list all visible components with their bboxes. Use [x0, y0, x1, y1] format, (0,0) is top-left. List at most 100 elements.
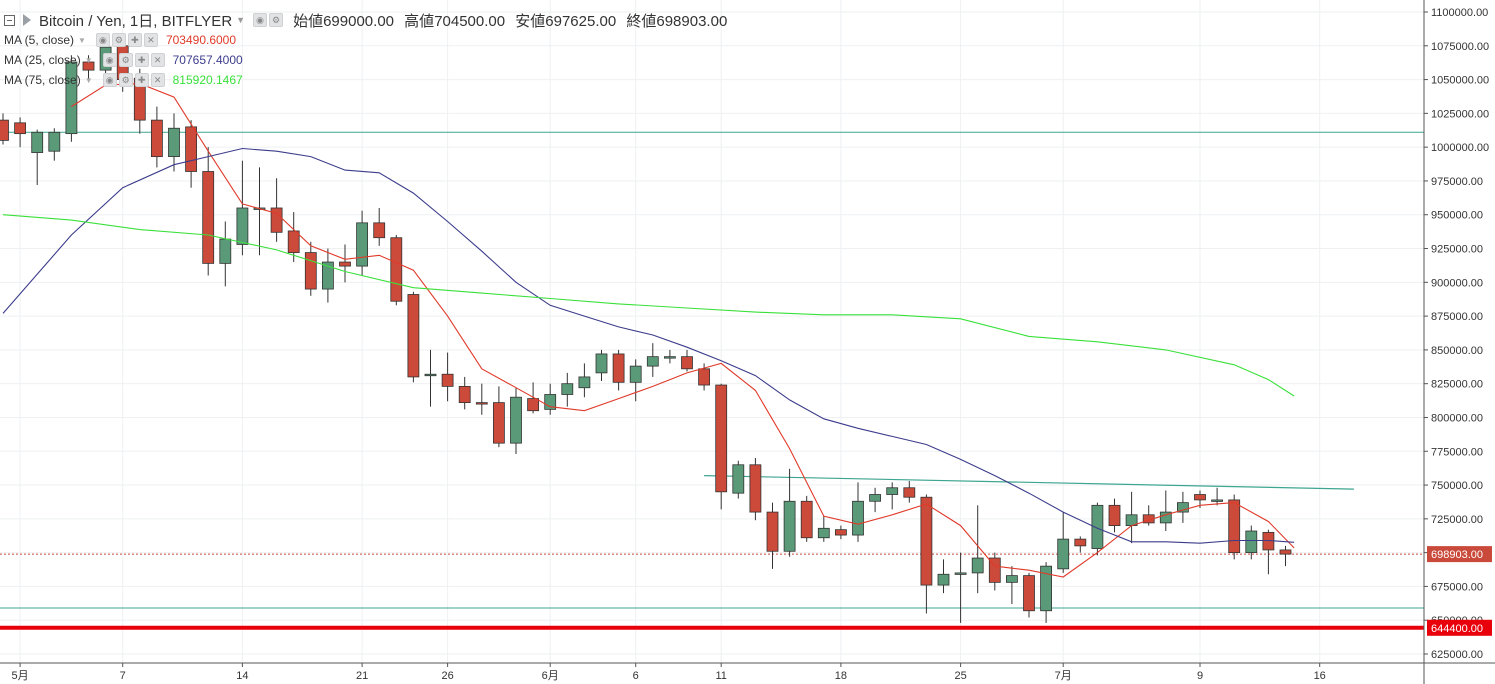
eye-icon[interactable]: ◉: [95, 33, 110, 47]
y-tick-label: 975000.00: [1431, 176, 1483, 188]
candle-body: [510, 396, 522, 444]
close-icon[interactable]: ✕: [143, 33, 158, 47]
candle-body: [219, 238, 232, 264]
collapse-icon[interactable]: [4, 14, 15, 26]
moving-averages: [2, 83, 1295, 578]
chevron-down-icon[interactable]: ▼: [236, 15, 246, 25]
ma-line: [71, 83, 1295, 578]
candle-body: [48, 131, 61, 152]
candle-body: [458, 385, 471, 404]
y-tick-label: 825000.00: [1431, 379, 1483, 391]
candle-body: [492, 402, 505, 444]
candle-body: [424, 373, 437, 377]
candle-body: [1108, 504, 1121, 527]
candle-body: [475, 402, 488, 405]
candle-body: [270, 207, 283, 233]
chevron-down-icon[interactable]: ▼: [78, 35, 86, 45]
ma-line: [2, 147, 1295, 544]
candle-body: [202, 171, 215, 264]
candle-body: [937, 573, 950, 586]
x-tick-label: 26: [441, 670, 453, 682]
y-tick-label: 675000.00: [1431, 581, 1483, 593]
candle-body: [595, 353, 608, 374]
candle-body: [869, 494, 881, 502]
candle-body: [407, 294, 420, 378]
candle-body: [646, 356, 659, 367]
candle-body: [1245, 530, 1258, 554]
gear-icon[interactable]: ⚙: [269, 13, 284, 27]
candle-body: [1279, 549, 1292, 555]
candle-body: [954, 572, 967, 575]
x-tick-label: 11: [715, 670, 726, 682]
y-tick-label: 1000000.00: [1431, 142, 1489, 154]
ma-line: [2, 214, 1295, 397]
last-price-tag: 698903.00: [1431, 549, 1483, 561]
close-icon[interactable]: ✕: [150, 73, 165, 87]
y-tick-label: 1075000.00: [1431, 41, 1489, 53]
candle-body: [373, 222, 386, 239]
y-tick-label: 875000.00: [1431, 311, 1483, 323]
candle-body: [920, 496, 933, 586]
candle-body: [715, 384, 728, 493]
candle-body: [698, 368, 710, 386]
candle-body: [31, 131, 44, 153]
y-tick-label: 725000.00: [1431, 514, 1483, 526]
y-tick-label: 900000.00: [1431, 277, 1483, 289]
grid: [0, 0, 1424, 663]
candle-body: [321, 261, 334, 290]
y-tick-label: 850000.00: [1431, 345, 1483, 357]
y-tick-label: 950000.00: [1431, 210, 1483, 222]
candle-body: [817, 527, 830, 539]
candle-body: [527, 398, 539, 412]
candle-body: [1177, 502, 1189, 513]
candles: [0, 39, 1292, 623]
candle-body: [561, 383, 574, 395]
y-tick-label: 750000.00: [1431, 480, 1483, 492]
candle-body: [1091, 504, 1104, 549]
eye-icon[interactable]: ◉: [102, 73, 117, 87]
x-tick-label: 6: [633, 670, 639, 682]
support-price-tag: 644400.00: [1431, 623, 1483, 635]
close-icon[interactable]: ✕: [150, 53, 165, 67]
horizontal-lines: [0, 131, 1424, 630]
candle-body: [304, 252, 317, 290]
last-price-tag-bg: [1427, 546, 1492, 563]
gear-icon[interactable]: ⚙: [118, 73, 133, 87]
candle-body: [287, 230, 300, 253]
candle-body: [681, 356, 693, 370]
chevron-down-icon[interactable]: ▼: [84, 55, 93, 65]
candle-body: [1006, 575, 1018, 583]
candle-body: [835, 529, 847, 536]
x-tick-label: 18: [835, 670, 847, 682]
candle-body: [544, 394, 557, 410]
candle-body: [800, 500, 813, 539]
candle-body: [612, 353, 625, 383]
chevron-down-icon[interactable]: ▼: [84, 75, 93, 85]
trendline: [704, 474, 1354, 490]
candle-body: [852, 500, 864, 536]
x-tick-label: 5月: [12, 670, 29, 682]
more-icon[interactable]: ✚: [134, 53, 149, 67]
eye-icon[interactable]: ◉: [253, 13, 268, 27]
x-tick-label: 25: [954, 670, 966, 682]
gear-icon[interactable]: ⚙: [111, 33, 126, 47]
more-icon[interactable]: ✚: [134, 73, 149, 87]
candle-body: [185, 126, 198, 172]
candle-body: [82, 61, 95, 71]
y-tick-label: 800000.00: [1431, 412, 1483, 424]
candle-body: [903, 487, 916, 498]
candle-body: [441, 373, 454, 387]
candle-body: [766, 511, 779, 552]
candle-body: [14, 122, 27, 135]
candle-body: [578, 376, 591, 389]
candle-body: [1159, 511, 1172, 524]
more-icon[interactable]: ✚: [127, 33, 142, 47]
eye-icon[interactable]: ◉: [102, 53, 117, 67]
candle-body: [886, 487, 899, 495]
y-tick-label: 925000.00: [1431, 244, 1483, 256]
candle-body: [988, 557, 1001, 583]
candle-body: [1194, 494, 1206, 501]
candle-body: [1074, 538, 1087, 547]
gear-icon[interactable]: ⚙: [118, 53, 133, 67]
